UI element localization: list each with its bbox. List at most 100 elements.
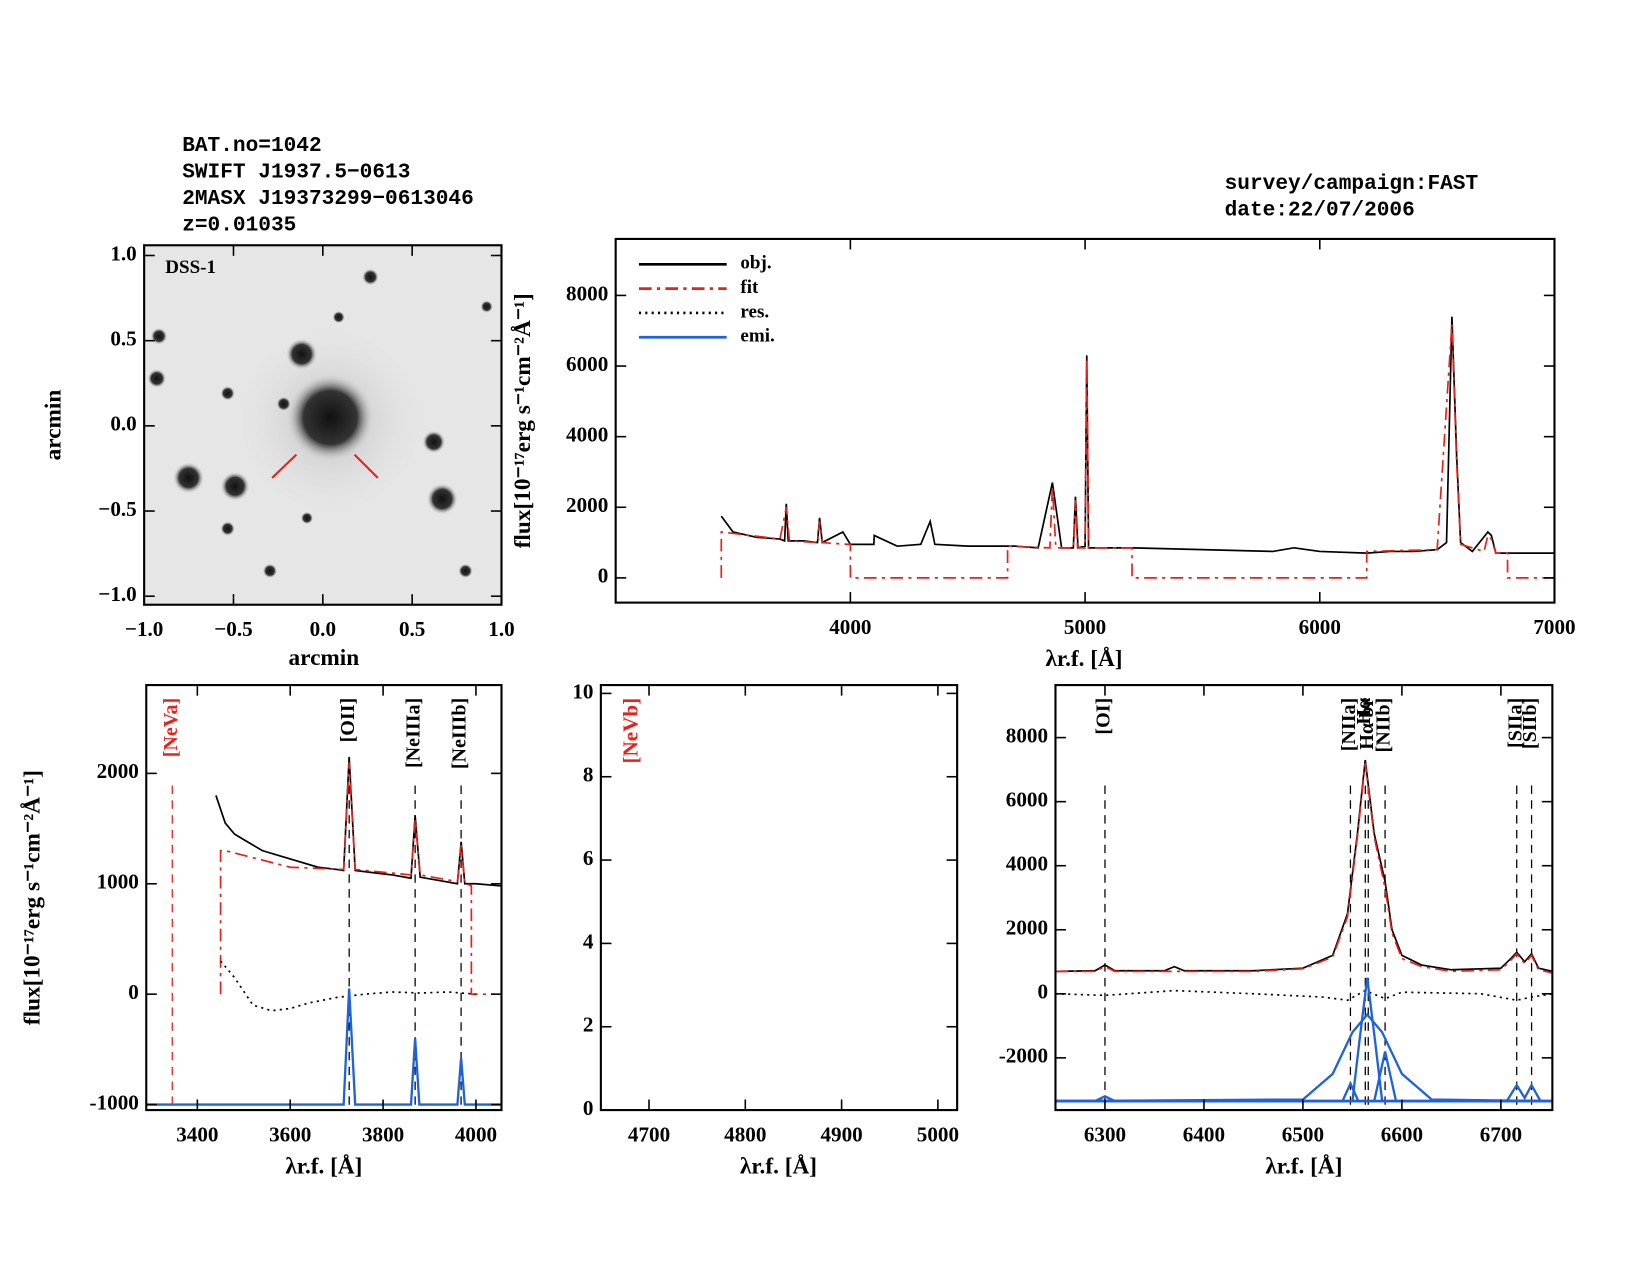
y-tick-label: −1.0 (98, 582, 136, 606)
reference-label: [NIIb] (1373, 698, 1395, 753)
reference-label: [NeVa] (160, 698, 182, 757)
y-tick-label: 0 (583, 1096, 594, 1120)
header-line: z=0.01035 (182, 213, 296, 237)
reference-label: [OII] (337, 698, 359, 743)
star (220, 521, 236, 537)
x-tick-label: 3600 (269, 1122, 311, 1146)
survey-line: survey/campaign:FAST (1225, 172, 1479, 196)
star (458, 563, 473, 579)
y-tick-label: 0.5 (110, 327, 136, 351)
y-tick-label: 0 (598, 564, 609, 588)
reference-label: [NeIIIa] (403, 698, 425, 768)
star (147, 368, 167, 388)
panel: 3400 3600 3800 4000 -1000 0 1000 2000 λr.f. [Å] f… (20, 684, 503, 1180)
x-tick-label: 4700 (628, 1122, 670, 1146)
series-line (1055, 1012, 1553, 1103)
legend-label: fit (740, 277, 759, 298)
series-line (1055, 1051, 1553, 1103)
y-tick-label: 2000 (97, 759, 139, 783)
y-axis-label: flux[10⁻¹⁷erg s⁻¹cm⁻²Å⁻¹] (510, 293, 536, 548)
series-line (146, 988, 502, 1106)
y-tick-label: 4000 (1006, 852, 1048, 876)
y-tick-label: 0.0 (110, 412, 136, 436)
star (150, 327, 168, 345)
series-line (720, 323, 1555, 579)
reference-label: [SIIb] (1519, 698, 1541, 749)
star (262, 563, 278, 579)
x-tick-label: 4900 (820, 1122, 862, 1146)
x-tick-label: 1.0 (488, 617, 514, 641)
y-tick-label: -2000 (999, 1044, 1048, 1068)
image-label: DSS-1 (165, 257, 216, 278)
series-line (1055, 759, 1553, 973)
y-tick-label: 2000 (1006, 916, 1048, 940)
galaxy (285, 373, 375, 463)
y-tick-label: 6000 (1006, 787, 1048, 811)
panel: 6300 6400 6500 6600 6700 -2000 0 2000 4000 6000 80… (999, 684, 1554, 1180)
y-tick-label: 10 (572, 679, 593, 703)
x-axis-label: λr.f. [Å] (1265, 1154, 1342, 1180)
star (285, 338, 318, 371)
x-tick-label: 4000 (829, 615, 871, 639)
axes-frame (1054, 684, 1554, 1112)
series-line (215, 756, 502, 887)
y-tick-label: 0 (128, 980, 139, 1004)
x-axis-label: λr.f. [Å] (740, 1154, 817, 1180)
axes-frame (614, 237, 1556, 604)
x-tick-label: 4800 (724, 1122, 766, 1146)
star (422, 430, 446, 454)
x-tick-label: 6400 (1183, 1122, 1225, 1146)
legend-label: obj. (740, 253, 771, 274)
x-tick-label: 6700 (1480, 1122, 1522, 1146)
y-tick-label: −0.5 (98, 497, 136, 521)
y-tick-label: 4000 (566, 423, 608, 447)
y-axis-label: flux[10⁻¹⁷erg s⁻¹cm⁻²Å⁻¹] (20, 770, 46, 1025)
y-tick-label: 2000 (566, 493, 608, 517)
y-tick-label: 4 (583, 929, 594, 953)
series-line (219, 762, 495, 996)
y-tick-label: 8000 (1006, 723, 1048, 747)
y-tick-label: 1000 (97, 870, 139, 894)
reference-label: [SIIa] (1504, 698, 1526, 748)
star (300, 511, 314, 525)
star (172, 462, 205, 494)
panel: 4700 4800 4900 5000 0 2 4 6 8 10 λr.f. [Å] [NeVb] (572, 679, 959, 1179)
plot-area (1055, 759, 1553, 1111)
x-tick-label: 3400 (176, 1122, 218, 1146)
y-tick-label: 6000 (566, 352, 608, 376)
star (220, 385, 236, 401)
legend-label: emi. (740, 326, 774, 347)
header-line: BAT.no=1042 (182, 134, 321, 158)
header-line: 2MASX J19373299−0613046 (182, 187, 474, 211)
plot-area (720, 316, 1555, 579)
axes-frame (599, 684, 959, 1112)
x-tick-label: −1.0 (125, 617, 163, 641)
x-tick-label: 3800 (362, 1122, 404, 1146)
series-line (720, 316, 1555, 554)
star (332, 310, 346, 324)
y-tick-label: 2 (583, 1013, 594, 1037)
panel: 4000 5000 6000 7000 0 2000 4000 6000 8000 λr.f. [… (510, 237, 1576, 672)
star (480, 300, 494, 313)
x-tick-label: 5000 (917, 1122, 959, 1146)
dss-image (144, 245, 502, 605)
x-tick-label: 0.0 (310, 617, 336, 641)
header-line: SWIFT J1937.5−0613 (182, 161, 410, 185)
reference-label: [NeIIIb] (449, 698, 471, 769)
x-tick-label: 6500 (1282, 1122, 1324, 1146)
series-line (1055, 989, 1553, 1002)
y-tick-label: -1000 (90, 1090, 139, 1114)
y-tick-label: 6 (583, 846, 594, 870)
x-tick-label: 6000 (1299, 615, 1341, 639)
star (361, 268, 379, 286)
x-tick-label: 5000 (1064, 615, 1106, 639)
x-tick-label: −0.5 (214, 617, 252, 641)
y-tick-label: 8 (583, 763, 594, 787)
y-axis-label: arcmin (41, 390, 67, 461)
reference-label: Hα (1353, 698, 1375, 725)
x-axis-label: λr.f. [Å] (285, 1154, 362, 1180)
axes-frame (143, 244, 503, 606)
series-line (219, 960, 476, 1012)
marker (271, 453, 298, 479)
